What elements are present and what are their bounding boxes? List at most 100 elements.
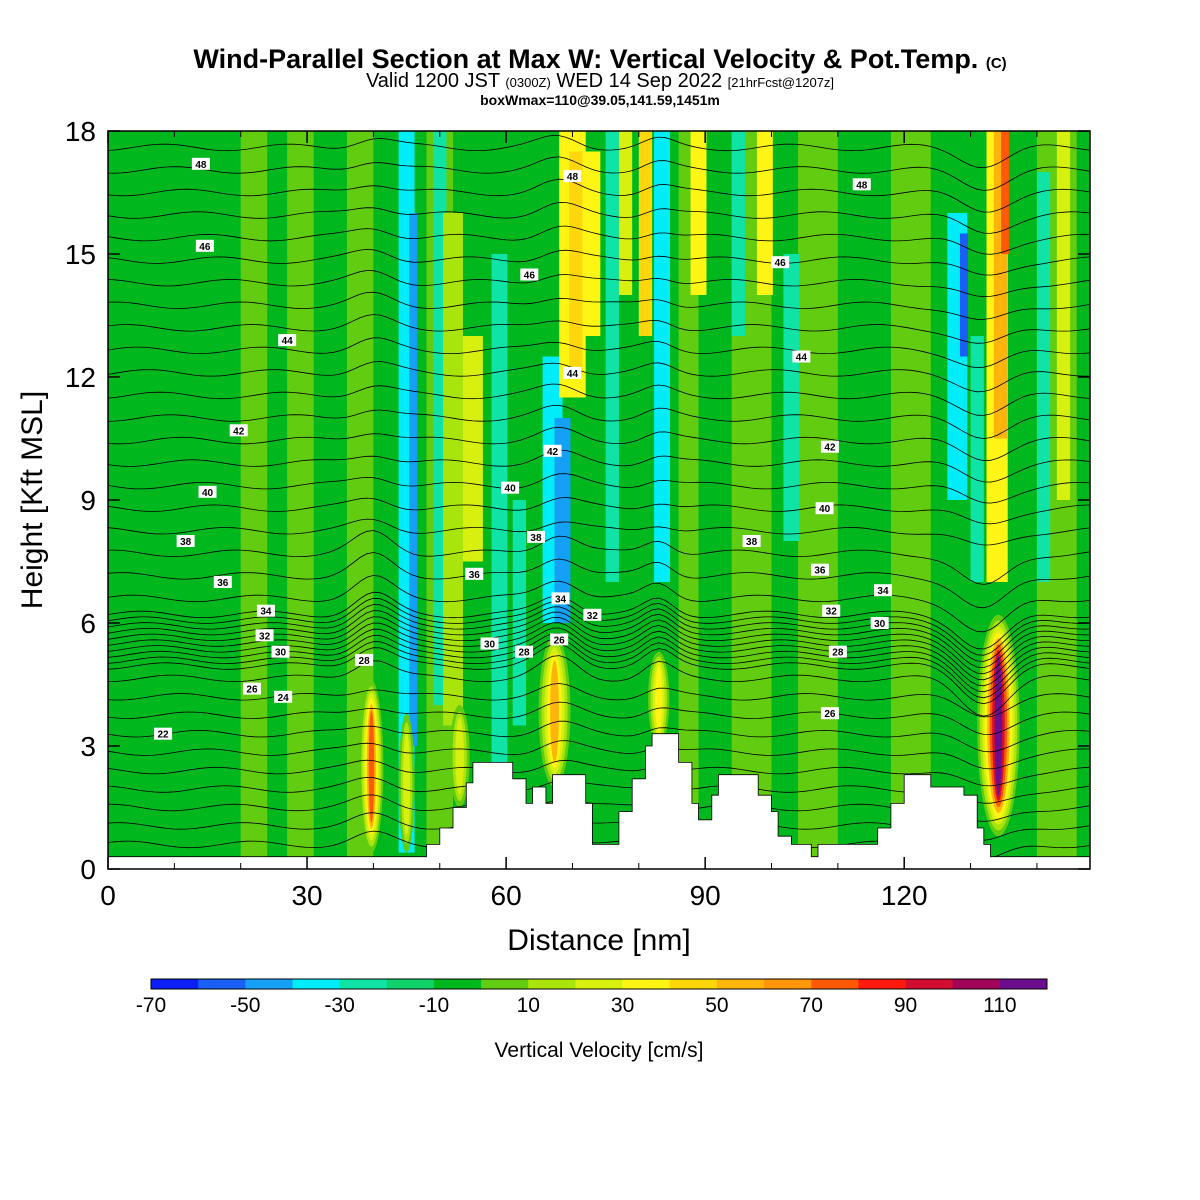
contour-label-text: 32 [826,607,838,618]
valid-time: Valid 1200 JST [365,70,500,92]
contour-label: 28 [515,645,534,659]
theta-contour [108,314,1090,344]
theta-contour [108,248,1090,276]
contour-label: 32 [822,604,841,618]
x-axis-label: Distance [nm] [507,924,690,957]
colorbar-label: Vertical Velocity [cm/s] [495,1039,704,1062]
contour-label-text: 44 [282,336,294,347]
contour-label-bg [274,690,293,703]
contour-label-bg [520,268,539,281]
contour-label: 44 [278,334,297,347]
contour-label: 38 [176,535,195,548]
contour-label: 28 [828,645,847,659]
contour-label-text: 26 [824,709,836,720]
colorbar-swatch [386,979,435,989]
box-wmax-info: boxWmax=110@39.05,141.59,1451m [480,92,720,108]
w-column [783,254,800,541]
w-column [690,131,707,295]
contour-label: 44 [563,366,582,380]
field-band [287,131,314,869]
contour-label-bg [792,350,811,363]
contour-label-bg [271,645,290,658]
updraft-core [403,731,410,835]
contour-label: 40 [501,481,520,495]
w-column [1056,131,1071,500]
w-column [554,418,571,623]
updraft-core [550,660,559,763]
x-tick-label: 0 [100,880,116,911]
contour-label-bg [822,604,841,617]
contour-label-bg [195,239,214,252]
contour-label: 40 [198,485,217,499]
theta-contour [108,449,1090,483]
theta-contour [108,701,1090,735]
x-tick-label: 90 [690,880,721,911]
w-column [491,254,508,767]
theta-contour [108,610,1090,669]
contour-label-bg [213,576,232,588]
colorbar-swatch [716,979,765,989]
contour-label: 30 [480,637,499,651]
contour-label: 38 [742,535,761,548]
contour-label-text: 24 [278,693,290,704]
contour-label: 26 [242,682,261,696]
valid-date: WED 14 Sep 2022 [556,70,723,92]
title-mark: (C) [985,55,1007,72]
contour-label-bg [815,502,834,515]
contour-label-text: 40 [819,504,831,515]
contour-label-bg [810,563,829,576]
contour-label-bg [870,617,889,629]
colorbar-tick-label: 90 [894,994,917,1017]
contour-label: 36 [810,563,829,577]
colorbar-frame [150,978,1048,990]
contour-label-bg [563,170,582,183]
contour-label-bg [191,157,210,170]
w-column [731,131,745,336]
w-column [1001,131,1010,254]
theta-contour [108,201,1090,234]
contour-label: 42 [229,424,248,437]
field-band [890,131,931,869]
updraft-core [455,718,464,795]
contour-label-text: 48 [856,180,868,191]
colorbar-swatch [292,979,341,989]
w-column [512,500,527,726]
theta-contour [108,337,1090,369]
updraft-core [994,655,1003,796]
theta-contour [108,383,1090,416]
contour-label: 42 [543,444,562,458]
y-tick-label: 12 [65,362,96,393]
w-column [569,151,583,377]
contour-label-text: 42 [824,443,836,454]
theta-contour [108,574,1090,633]
chart-subtitle: Valid 1200 JST (0300Z) WED 14 Sep 2022 [… [0,70,1200,93]
y-axis-label: Height [Kft MSL] [16,391,49,609]
contour-label-bg [355,653,374,666]
contour-label-bg [229,424,248,437]
colorbar-swatch [481,979,529,989]
theta-contour [108,518,1090,546]
theta-contour [108,178,1090,213]
w-column [409,213,418,746]
colorbar-tick-label: -70 [136,994,166,1017]
contour-label: 48 [563,170,582,183]
contour-label-text: 22 [158,730,170,741]
contour-label-bg [563,366,582,379]
colorbar-swatch [528,979,576,989]
colorbar-tick-label: 110 [983,994,1016,1017]
contour-label-text: 32 [587,611,599,622]
colorbar-swatch [245,979,293,989]
contour-label-bg [154,727,173,740]
contour-label-text: 46 [775,258,787,269]
colorbar-swatch [669,979,718,989]
field-band [678,131,699,869]
y-tick-label: 15 [65,239,96,270]
theta-contour [108,270,1090,298]
contour-label-bg [550,633,569,646]
contour-label: 36 [213,576,232,589]
y-tick-label: 0 [80,854,96,885]
contour-label: 22 [154,727,173,741]
contour-label-text: 26 [246,685,258,696]
contour-label-text: 28 [359,656,371,667]
theta-contour [108,683,1090,718]
